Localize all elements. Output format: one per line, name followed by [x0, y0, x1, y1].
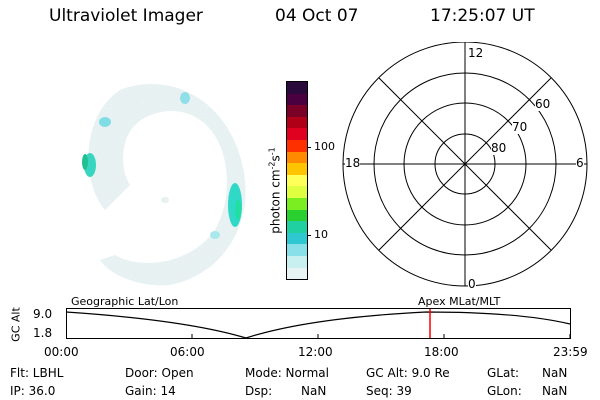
colorbar-band: [287, 151, 307, 164]
polar-label-6: 6: [576, 156, 584, 170]
emission-texture: [88, 84, 246, 286]
colorbar-band: [287, 267, 307, 280]
timeline-xtick-3: 18:00: [424, 345, 459, 359]
colorbar-band: [287, 244, 307, 256]
colorbar-band: [287, 116, 307, 129]
colorbar-label-s: s: [268, 155, 283, 162]
colorbar-tick-label-10: 10: [314, 228, 328, 241]
info-glon-value: NaN: [542, 384, 568, 398]
colorbar-label-unit: photon cm: [268, 169, 283, 234]
info-glon-label: GLon:: [487, 384, 522, 398]
info-glat-label: GLat:: [487, 366, 520, 380]
info-glat-value: NaN: [542, 366, 568, 380]
timeline-xtick-2: 12:00: [298, 345, 333, 359]
date-label: 04 Oct 07: [275, 6, 359, 26]
colorbar-label-exp2: -1: [267, 147, 277, 156]
info-gcalt: GC Alt: 9.0 Re: [366, 366, 450, 380]
timeline-xtick-0: 00:00: [44, 345, 79, 359]
aurora-patch-right-core: [235, 200, 241, 220]
timeline-xtick-1: 06:00: [170, 345, 205, 359]
colorbar-band: [287, 186, 307, 198]
polar-label-0: 0: [468, 277, 476, 291]
colorbar-tick-100: [307, 147, 311, 148]
colorbar-band: [287, 128, 307, 140]
info-mode: Mode: Normal: [245, 366, 329, 380]
colorbar-band: [287, 255, 307, 268]
colorbar-band: [287, 209, 307, 222]
colorbar-label: photon cm-2s-1: [268, 116, 283, 266]
auroral-image: [82, 84, 246, 286]
colorbar-tick-label-100: 100: [314, 140, 335, 153]
colorbar-band: [287, 174, 307, 187]
colorbar-band: [287, 105, 307, 117]
info-dsp-label: Dsp:: [245, 384, 273, 398]
colorbar: [286, 81, 308, 280]
polar-label-lat-60: 60: [535, 97, 551, 111]
aurora-patch-top: [180, 92, 190, 104]
time-label: 17:25:07 UT: [430, 6, 535, 26]
timeline-ylabel: GC Alt: [9, 307, 23, 342]
aurora-patch-center: [161, 197, 169, 203]
colorbar-band: [287, 93, 307, 106]
info-flt: Flt: LBHL: [10, 366, 64, 380]
colorbar-band: [287, 139, 307, 152]
timeline-right-label: Apex MLat/MLT: [418, 295, 501, 308]
timeline-ytick-top: 9.0: [33, 307, 53, 321]
timeline-xtick-4: 23:59: [553, 345, 588, 359]
colorbar-label-exp1: -2: [267, 161, 277, 170]
polar-label-lat-80: 80: [491, 141, 507, 155]
polar-label-12: 12: [468, 46, 484, 60]
colorbar-band: [287, 82, 307, 94]
timeline-ytick-bottom: 1.8: [33, 326, 53, 340]
colorbar-band: [287, 197, 307, 210]
info-seq: Seq: 39: [366, 384, 412, 398]
aurora-patch-lower: [210, 231, 220, 239]
timeline-left-label: Geographic Lat/Lon: [71, 295, 179, 308]
polar-label-18: 18: [345, 156, 361, 170]
info-ip: IP: 36.0: [10, 384, 56, 398]
timeline-plot: [66, 308, 571, 339]
info-dsp-value: NaN: [301, 384, 327, 398]
info-door: Door: Open: [125, 366, 194, 380]
timeline-altitude-curve: [66, 311, 571, 339]
instrument-title: Ultraviolet Imager: [49, 6, 203, 26]
aurora-patch-upper: [99, 117, 111, 127]
colorbar-tick-10: [307, 235, 311, 236]
aurora-patch-left-core: [82, 154, 88, 170]
info-gain: Gain: 14: [125, 384, 176, 398]
timeline-frame: [66, 308, 571, 339]
polar-line-diag-2: [378, 77, 552, 251]
polar-grid: [342, 42, 588, 287]
colorbar-band: [287, 163, 307, 175]
colorbar-band: [287, 221, 307, 233]
polar-label-lat-70: 70: [512, 120, 528, 134]
colorbar-band: [287, 232, 307, 245]
